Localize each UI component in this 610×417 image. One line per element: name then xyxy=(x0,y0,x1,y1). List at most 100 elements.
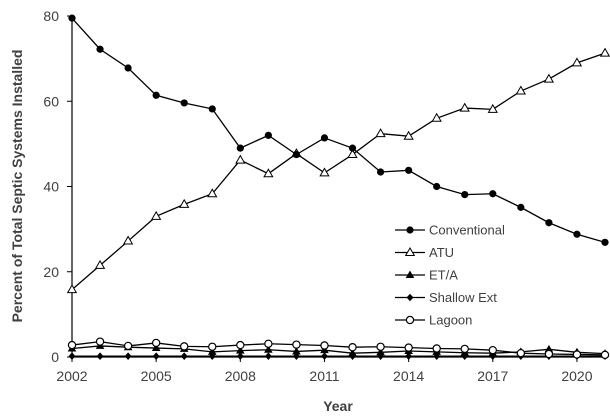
marker-open-circle xyxy=(67,340,77,350)
marker-open-triangle xyxy=(235,154,246,164)
marker-filled-diamond xyxy=(180,352,188,360)
marker-open-triangle xyxy=(207,188,218,198)
marker-filled-triangle xyxy=(292,346,301,355)
x-tick-label: 2020 xyxy=(561,368,592,384)
marker-open-triangle xyxy=(375,128,386,138)
marker-filled-circle xyxy=(376,168,385,176)
marker-filled-circle xyxy=(124,64,132,72)
marker-open-circle xyxy=(376,342,385,351)
marker-open-triangle xyxy=(515,85,527,95)
marker-open-triangle xyxy=(122,235,134,245)
legend-item-atu: ATU xyxy=(395,245,454,260)
marker-open-circle xyxy=(236,340,245,350)
marker-open-triangle xyxy=(319,167,330,177)
marker-filled-circle xyxy=(406,226,414,234)
marker-open-triangle xyxy=(403,130,414,140)
marker-filled-triangle xyxy=(207,347,217,355)
marker-open-circle xyxy=(405,315,415,325)
series-layer xyxy=(66,14,610,360)
y-axis-title: Percent of Total Septic Systems Installe… xyxy=(9,50,25,323)
marker-filled-diamond xyxy=(68,352,76,360)
x-tick-label: 2008 xyxy=(225,368,256,384)
legend-item-conventional: Conventional xyxy=(395,223,505,238)
legend-label: Lagoon xyxy=(429,313,472,328)
marker-filled-diamond xyxy=(124,352,132,360)
marker-filled-circle xyxy=(489,190,497,198)
marker-filled-circle xyxy=(264,131,272,139)
series-shallow-ext xyxy=(68,352,609,360)
legend-label: Conventional xyxy=(429,223,505,238)
x-tick-label: 2014 xyxy=(393,368,424,384)
marker-filled-circle xyxy=(348,144,357,152)
series-line xyxy=(71,52,606,291)
marker-open-circle xyxy=(264,339,273,348)
marker-open-circle xyxy=(180,342,189,351)
x-tick-label: 2002 xyxy=(56,368,87,384)
series-atu xyxy=(66,47,610,294)
marker-filled-diamond xyxy=(321,352,328,360)
marker-open-triangle xyxy=(571,57,583,67)
marker-filled-circle xyxy=(601,238,609,246)
y-tick-label: 20 xyxy=(43,264,59,280)
marker-filled-diamond xyxy=(236,352,244,360)
series-line xyxy=(71,340,606,356)
axis-ticks: 0 20 40 60 80 2002 2005 2008 2011 2014 2017 2020 xyxy=(43,8,592,384)
series-conventional xyxy=(68,14,609,246)
axes xyxy=(71,16,605,358)
marker-open-circle xyxy=(516,348,526,358)
marker-filled-triangle xyxy=(264,345,273,353)
marker-filled-circle xyxy=(320,134,329,142)
marker-open-triangle xyxy=(179,198,190,208)
marker-filled-circle xyxy=(68,14,76,22)
series-line xyxy=(71,17,606,243)
legend-item-lagoon: Lagoon xyxy=(395,313,472,328)
y-tick-label: 40 xyxy=(43,179,59,195)
marker-open-circle xyxy=(123,341,133,351)
marker-filled-circle xyxy=(433,182,441,191)
y-tick-label: 80 xyxy=(43,8,59,24)
marker-filled-diamond xyxy=(96,352,104,360)
marker-open-triangle xyxy=(66,284,78,294)
marker-filled-circle xyxy=(545,219,553,227)
x-tick-label: 2005 xyxy=(141,368,172,384)
legend-label: Shallow Ext xyxy=(429,290,497,305)
marker-open-circle xyxy=(95,337,105,346)
marker-open-triangle xyxy=(150,210,162,220)
marker-filled-triangle xyxy=(405,270,415,278)
series-lagoon xyxy=(67,337,610,360)
legend: Conventional ATU ET/A Shallow Ext Lagoon xyxy=(395,223,505,328)
marker-open-triangle xyxy=(487,103,498,113)
marker-filled-circle xyxy=(573,230,581,238)
marker-filled-circle xyxy=(461,190,469,199)
marker-open-triangle xyxy=(94,259,106,269)
marker-filled-diamond xyxy=(264,352,272,360)
marker-open-circle xyxy=(320,341,329,350)
marker-filled-circle xyxy=(517,203,525,211)
marker-open-circle xyxy=(600,350,610,360)
x-tick-label: 2017 xyxy=(477,368,508,384)
x-tick-label: 2011 xyxy=(309,368,339,384)
marker-open-circle xyxy=(488,345,497,355)
marker-filled-circle xyxy=(152,91,160,99)
marker-filled-diamond xyxy=(152,352,160,360)
marker-open-triangle xyxy=(459,102,470,112)
marker-open-triangle xyxy=(347,149,358,159)
marker-filled-triangle xyxy=(376,347,385,356)
marker-filled-circle xyxy=(208,105,216,113)
y-tick-label: 0 xyxy=(51,349,59,365)
marker-filled-triangle xyxy=(236,346,245,354)
marker-filled-circle xyxy=(236,144,244,152)
marker-filled-circle xyxy=(405,166,413,174)
marker-filled-circle xyxy=(96,45,104,53)
marker-open-circle xyxy=(460,344,469,354)
marker-filled-triangle xyxy=(348,348,357,357)
marker-filled-circle xyxy=(180,99,188,107)
legend-label: ET/A xyxy=(429,268,458,283)
legend-label: ATU xyxy=(429,245,454,260)
legend-item-et-a: ET/A xyxy=(395,268,458,283)
marker-open-circle xyxy=(404,343,413,352)
marker-filled-diamond xyxy=(406,293,414,302)
marker-open-circle xyxy=(292,340,301,349)
marker-open-triangle xyxy=(599,47,610,57)
